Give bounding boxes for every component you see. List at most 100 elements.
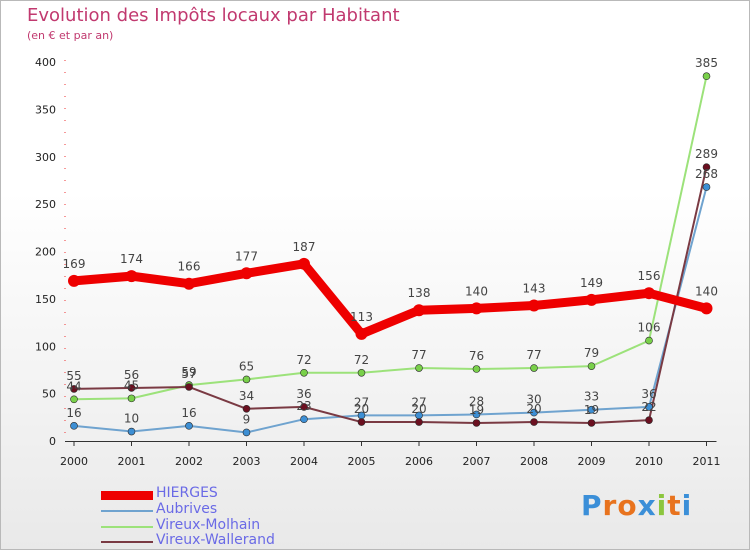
chart-title: Evolution des Impôts locaux par Habitant	[27, 5, 400, 26]
logo-letter: x	[637, 489, 657, 522]
data-point	[70, 385, 78, 393]
data-label: 36	[641, 387, 656, 401]
data-label: 174	[120, 252, 143, 266]
legend-label-vireux-molhain: Vireux-Molhain	[156, 517, 261, 533]
x-tick-label: 2007	[463, 455, 491, 468]
data-label: 20	[354, 402, 369, 416]
data-point	[702, 183, 711, 191]
data-label: 55	[66, 369, 81, 383]
data-label: 20	[411, 402, 426, 416]
data-point	[242, 428, 251, 437]
data-label: 23	[296, 399, 311, 413]
legend-label-hierges: HIERGES	[156, 485, 218, 501]
data-point	[415, 364, 423, 372]
data-point	[127, 427, 136, 436]
data-label: 166	[178, 260, 201, 274]
data-point	[415, 418, 423, 426]
data-point	[643, 287, 655, 300]
y-tick-label: 250	[35, 198, 56, 211]
legend-swatch-vireux-molhain	[101, 526, 153, 528]
data-point	[530, 408, 538, 417]
data-point	[242, 375, 251, 384]
data-label: 36	[296, 387, 311, 401]
data-point	[530, 364, 538, 372]
data-point	[472, 410, 481, 419]
x-tick-label: 2008	[520, 455, 548, 468]
y-tick-label: 200	[35, 246, 56, 259]
data-label: 33	[584, 390, 599, 404]
data-label: 138	[408, 286, 431, 300]
legend-label-vireux-wallerand: Vireux-Wallerand	[156, 532, 275, 548]
x-tick-label: 2002	[175, 455, 203, 468]
data-point	[472, 365, 481, 373]
data-point	[300, 415, 308, 424]
logo-letter: r	[602, 489, 618, 522]
logo-letter: i	[681, 489, 693, 522]
y-tick-label: 150	[35, 293, 56, 306]
data-point	[585, 293, 598, 306]
y-tick-label: 350	[35, 103, 56, 116]
data-point	[242, 404, 251, 413]
data-label: 149	[580, 276, 603, 290]
proxiti-logo: Proxiti	[581, 489, 692, 522]
data-label: 19	[469, 403, 484, 417]
data-label: 177	[235, 249, 258, 263]
x-tick-label: 2011	[693, 455, 721, 468]
data-label: 44	[66, 379, 81, 393]
data-point	[530, 418, 538, 426]
data-point	[700, 302, 713, 315]
data-point	[357, 368, 366, 377]
data-point	[185, 422, 193, 430]
data-label: 79	[584, 346, 599, 360]
data-point	[127, 394, 136, 403]
data-label: 57	[181, 367, 196, 381]
series-line	[73, 166, 708, 424]
legend-swatch-aubrives	[101, 510, 153, 512]
data-point	[587, 419, 596, 427]
x-tick-label: 2003	[233, 455, 261, 468]
x-tick-label: 2001	[118, 455, 146, 468]
data-label: 22	[641, 400, 656, 414]
series-lines	[69, 75, 711, 434]
x-tick-label: 2006	[405, 455, 433, 468]
data-point	[645, 403, 653, 411]
logo-letter: P	[581, 489, 603, 522]
series-points	[68, 72, 713, 437]
data-label: 77	[411, 348, 426, 362]
data-label: 19	[584, 403, 599, 417]
data-label: 140	[465, 284, 488, 298]
data-label: 140	[695, 284, 718, 298]
data-label: 28	[469, 394, 484, 408]
data-point	[183, 277, 195, 290]
data-point	[470, 302, 483, 315]
data-label: 34	[239, 389, 254, 403]
data-point	[702, 72, 711, 81]
data-point	[300, 368, 308, 377]
data-point	[587, 362, 596, 370]
data-label: 16	[66, 406, 81, 420]
x-tick-label: 2009	[578, 455, 606, 468]
legend-label-aubrives: Aubrives	[156, 501, 218, 517]
data-label: 187	[293, 240, 316, 254]
data-point	[645, 416, 653, 424]
axes: 0 50 100 150 200 250 300 350 400 2000 2001 2002 2003…	[35, 56, 721, 468]
data-label: 65	[239, 359, 254, 373]
data-point	[645, 336, 653, 345]
data-label: 106	[638, 321, 661, 335]
data-point	[528, 299, 540, 312]
x-tick-label: 2010	[635, 455, 663, 468]
data-label: 10	[124, 412, 139, 426]
data-point	[587, 405, 596, 414]
y-tick-label: 300	[35, 151, 56, 164]
data-label: 385	[695, 56, 718, 70]
data-point	[125, 270, 138, 283]
data-point	[70, 422, 78, 430]
logo-letter: t	[667, 489, 682, 522]
data-point	[300, 403, 308, 411]
data-label: 72	[296, 353, 311, 367]
data-label: 72	[354, 353, 369, 367]
data-point	[70, 395, 78, 404]
